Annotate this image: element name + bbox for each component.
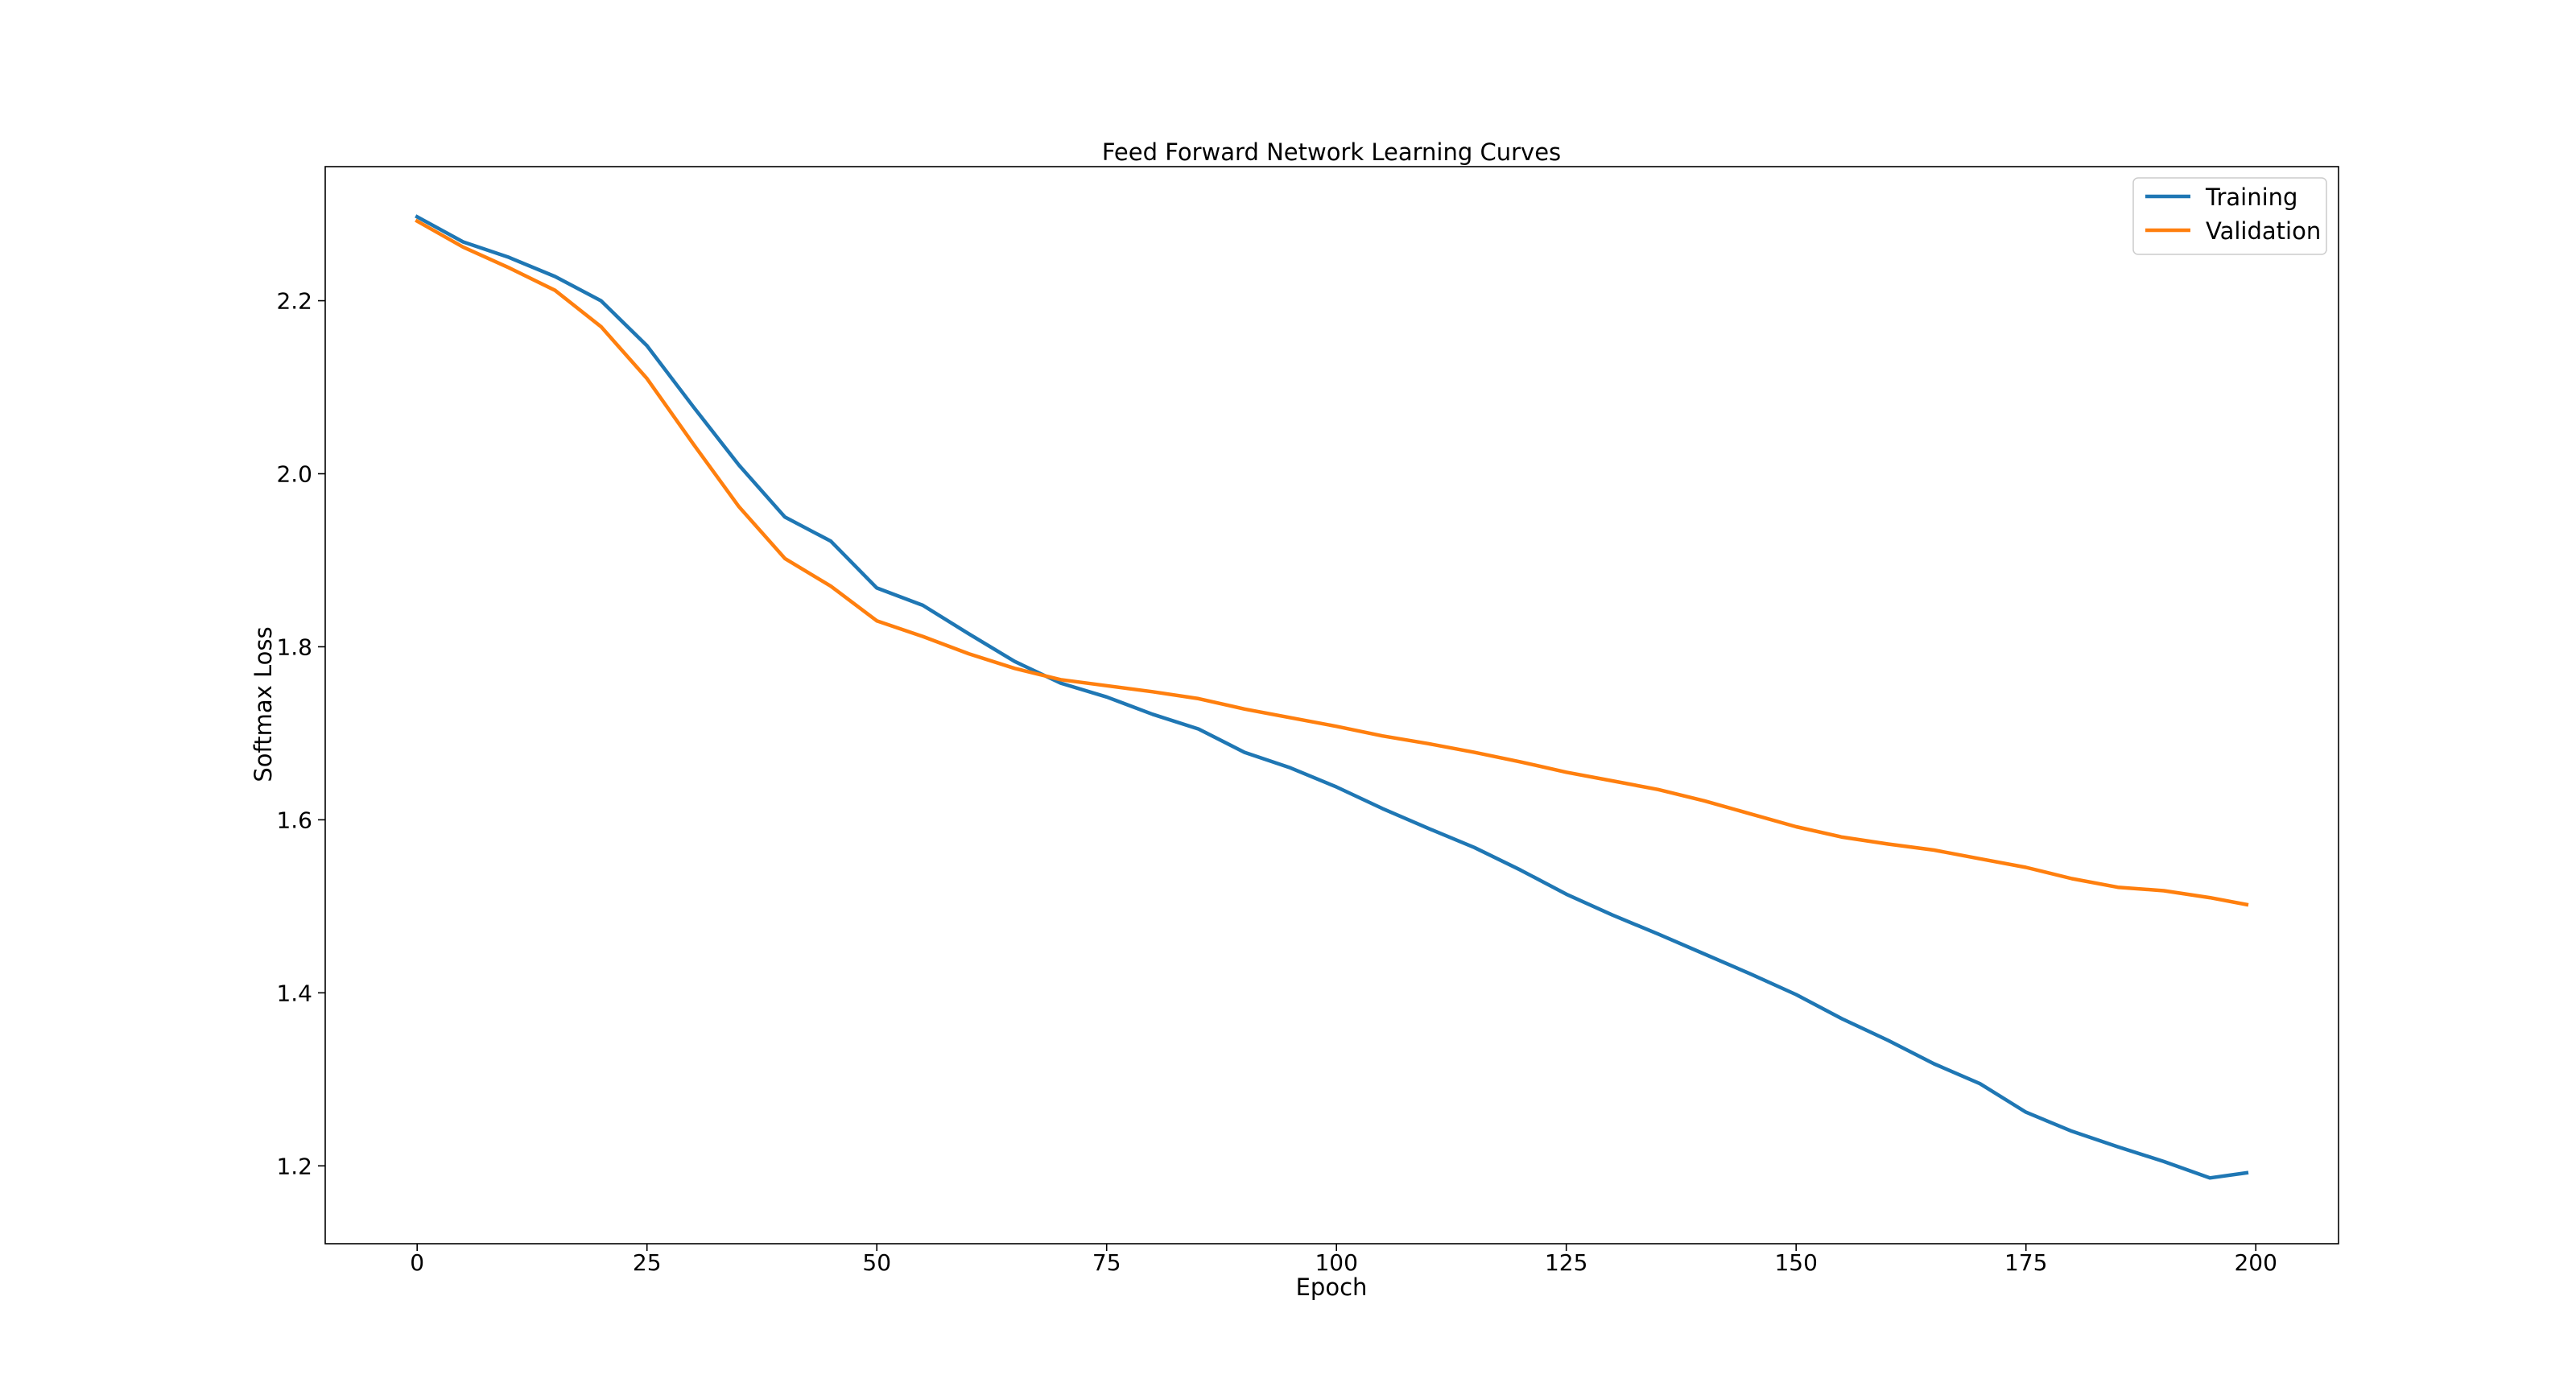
y-tick-label: 2.2	[276, 288, 312, 315]
series-line-validation	[415, 218, 2249, 907]
x-tick-label: 0	[410, 1249, 424, 1276]
x-tick-label: 25	[633, 1249, 662, 1276]
y-tick-label: 1.2	[276, 1153, 312, 1179]
y-tick-label: 1.8	[276, 634, 312, 660]
legend-label-training: Training	[2205, 184, 2297, 211]
x-axis-label: Epoch	[1296, 1273, 1368, 1301]
x-tick-label: 50	[862, 1249, 891, 1276]
plot-frame	[324, 166, 2339, 1245]
x-tick-label: 125	[1545, 1249, 1587, 1276]
y-tick-label: 1.4	[276, 980, 312, 1006]
axis-ticks: 0 25 50 75 100 125 150 175 200 1.2 1.4 1.6 1.8 2.0 2.2	[276, 288, 2277, 1276]
x-tick-label: 175	[2004, 1249, 2047, 1276]
chart-title: Feed Forward Network Learning Curves	[1102, 138, 1561, 166]
plot-area	[415, 214, 2249, 1180]
x-tick-label: 150	[1774, 1249, 1817, 1276]
x-tick-label: 75	[1092, 1249, 1121, 1276]
legend: Training Validation	[2132, 177, 2327, 255]
series-line-training	[415, 214, 2249, 1180]
y-tick-label: 1.6	[276, 807, 312, 833]
x-tick-label: 200	[2234, 1249, 2277, 1276]
y-axis-label: Softmax Loss	[250, 626, 277, 782]
legend-label-validation: Validation	[2206, 217, 2321, 245]
y-tick-label: 2.0	[276, 461, 312, 488]
x-tick-label: 100	[1315, 1249, 1357, 1276]
